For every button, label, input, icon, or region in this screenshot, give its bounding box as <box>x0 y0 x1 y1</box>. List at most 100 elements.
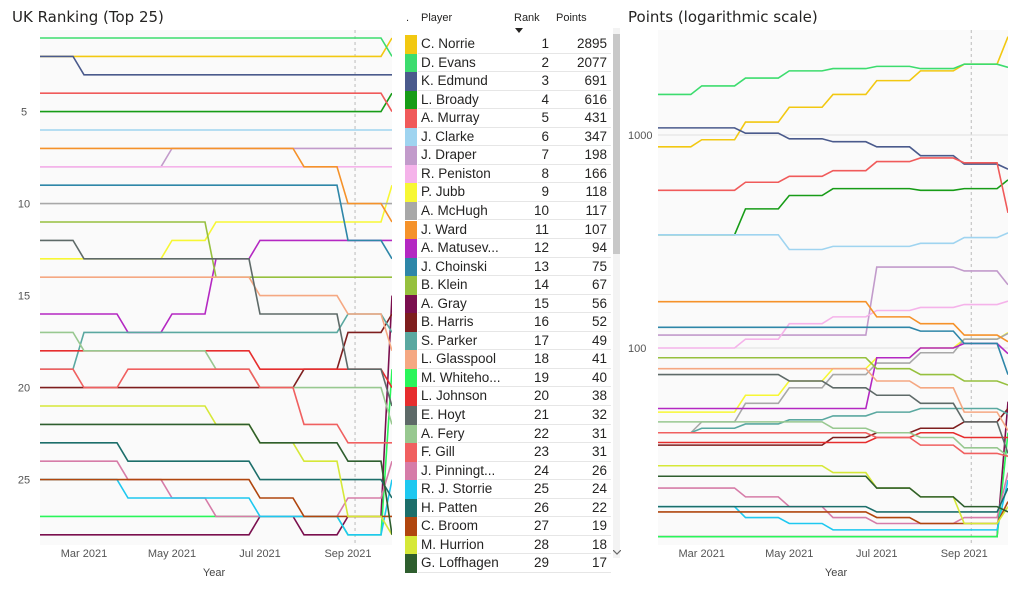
table-row[interactable]: A. Fery 22 31 <box>404 424 611 444</box>
series-line-j-choinski[interactable] <box>658 326 1008 375</box>
row-divider <box>418 200 611 202</box>
table-row[interactable]: J. Choinski 13 75 <box>404 257 611 277</box>
col-header-rank[interactable]: Rank <box>514 12 540 24</box>
table-row[interactable]: L. Broady 4 616 <box>404 90 611 110</box>
series-line-d-evans[interactable] <box>40 37 392 57</box>
series-line-m-hurrion[interactable] <box>658 464 1008 525</box>
table-row[interactable]: P. Jubb 9 118 <box>404 183 611 202</box>
player-points: 117 <box>585 202 607 218</box>
table-row[interactable]: M. Hurrion 28 18 <box>404 535 611 555</box>
series-line-d-evans[interactable] <box>658 63 1008 96</box>
player-name: B. Klein <box>421 277 468 293</box>
series-line-l-johnson[interactable] <box>658 431 1008 444</box>
table-row[interactable]: J. Clarke 6 347 <box>404 127 611 147</box>
table-row[interactable]: M. Whiteho... 19 40 <box>404 368 611 388</box>
row-divider <box>418 442 611 444</box>
series-line-a-matusev[interactable] <box>658 342 1008 410</box>
row-divider <box>418 349 611 351</box>
table-row[interactable]: A. Murray 5 431 <box>404 109 611 128</box>
series-line-a-fery[interactable] <box>658 421 1008 457</box>
series-line-j-ward[interactable] <box>40 147 392 223</box>
row-divider <box>418 182 611 184</box>
series-line-m-whiteho[interactable] <box>658 432 1008 538</box>
player-name: J. Clarke <box>421 128 475 144</box>
player-rank: 16 <box>533 314 549 330</box>
series-line-j-pinningt[interactable] <box>40 460 392 518</box>
color-swatch <box>405 127 417 147</box>
scroll-down-icon[interactable] <box>613 550 621 555</box>
series-line-b-harris[interactable] <box>658 407 1008 446</box>
series-line-j-choinski[interactable] <box>40 184 392 260</box>
player-name: J. Draper <box>421 147 477 163</box>
series-line-g-loffhagen[interactable] <box>40 423 392 535</box>
col-header-points[interactable]: Points <box>556 12 587 24</box>
series-line-h-patten[interactable] <box>658 487 1008 513</box>
table-row[interactable]: R. Peniston 8 166 <box>404 164 611 184</box>
table-row[interactable]: H. Patten 26 22 <box>404 498 611 518</box>
series-line-a-murray[interactable] <box>658 157 1008 214</box>
table-scrollbar[interactable] <box>613 28 620 558</box>
series-line-c-norrie[interactable] <box>40 37 392 58</box>
player-rank: 6 <box>541 128 549 144</box>
series-line-c-broom[interactable] <box>658 501 1008 525</box>
points-line-chart[interactable]: 1000 100 Mar 2021 May 2021 Jul 2021 Sep 2021… <box>620 0 1024 590</box>
table-row[interactable]: C. Broom 27 19 <box>404 517 611 536</box>
player-name: K. Edmund <box>421 73 488 89</box>
color-swatch <box>405 461 417 481</box>
series-line-f-gill[interactable] <box>40 368 392 444</box>
series-line-j-draper[interactable] <box>658 266 1008 336</box>
player-rank: 9 <box>541 184 549 200</box>
table-row[interactable]: G. Loffhagen 29 17 <box>404 554 611 573</box>
sort-descending-icon[interactable] <box>515 28 523 33</box>
table-row[interactable]: J. Draper 7 198 <box>404 146 611 165</box>
player-points: 107 <box>584 221 607 237</box>
player-points: 49 <box>591 332 607 348</box>
player-name: A. Fery <box>421 425 465 441</box>
series-line-a-murray[interactable] <box>40 92 392 113</box>
player-rank: 24 <box>533 462 549 478</box>
series-line-e-hoyt[interactable] <box>658 373 1008 454</box>
table-row[interactable]: F. Gill 23 31 <box>404 443 611 462</box>
table-row[interactable]: B. Klein 14 67 <box>404 276 611 295</box>
series-line-a-gray[interactable] <box>40 295 392 536</box>
series-line-r-peniston[interactable] <box>658 300 1008 349</box>
table-row[interactable]: A. Gray 15 56 <box>404 294 611 314</box>
series-line-l-glasspool[interactable] <box>658 367 1008 431</box>
table-row[interactable]: E. Hoyt 21 32 <box>404 406 611 425</box>
series-line-b-klein[interactable] <box>658 356 1008 386</box>
x-tick-label: Sep 2021 <box>941 548 988 560</box>
table-row[interactable]: R. J. Storrie 25 24 <box>404 480 611 499</box>
table-row[interactable]: A. McHugh 10 117 <box>404 201 611 221</box>
series-line-e-hoyt[interactable] <box>40 239 392 407</box>
table-row[interactable]: D. Evans 2 2077 <box>404 53 611 73</box>
table-row[interactable]: J. Ward 11 107 <box>404 220 611 239</box>
player-name: R. Peniston <box>421 165 491 181</box>
player-points: 40 <box>591 369 607 385</box>
series-line-j-clarke[interactable] <box>658 232 1008 251</box>
series-line-k-edmund[interactable] <box>40 55 392 76</box>
player-points: 616 <box>584 91 607 107</box>
rank-line-chart[interactable]: 5 10 15 20 25 Mar 2021 May 2021 Jul 2021 Sep 20… <box>0 0 400 590</box>
table-row[interactable]: J. Pinningt... 24 26 <box>404 461 611 481</box>
table-row[interactable]: S. Parker 17 49 <box>404 331 611 351</box>
col-header-player[interactable]: Player <box>421 12 453 24</box>
series-line-j-pinningt[interactable] <box>658 472 1008 525</box>
series-line-g-loffhagen[interactable] <box>658 475 1008 513</box>
table-row[interactable]: B. Harris 16 52 <box>404 313 611 332</box>
table-row[interactable]: A. Matusev... 12 94 <box>404 239 611 258</box>
scrollbar-thumb[interactable] <box>613 34 620 254</box>
series-line-f-gill[interactable] <box>658 431 1008 458</box>
series-line-c-broom[interactable] <box>40 478 392 518</box>
color-swatch <box>405 201 417 221</box>
series-line-j-ward[interactable] <box>658 300 1008 343</box>
series-line-l-broady[interactable] <box>40 92 392 113</box>
table-row[interactable]: K. Edmund 3 691 <box>404 72 611 91</box>
series-line-l-glasspool[interactable] <box>40 276 392 352</box>
series-line-k-edmund[interactable] <box>658 127 1008 170</box>
table-row[interactable]: L. Glasspool 18 41 <box>404 350 611 369</box>
player-rank: 25 <box>533 481 549 497</box>
table-row[interactable]: C. Norrie 1 2895 <box>404 35 611 54</box>
table-row[interactable]: L. Johnson 20 38 <box>404 387 611 406</box>
series-line-s-parker[interactable] <box>40 313 392 370</box>
series-line-c-norrie[interactable] <box>658 36 1008 148</box>
